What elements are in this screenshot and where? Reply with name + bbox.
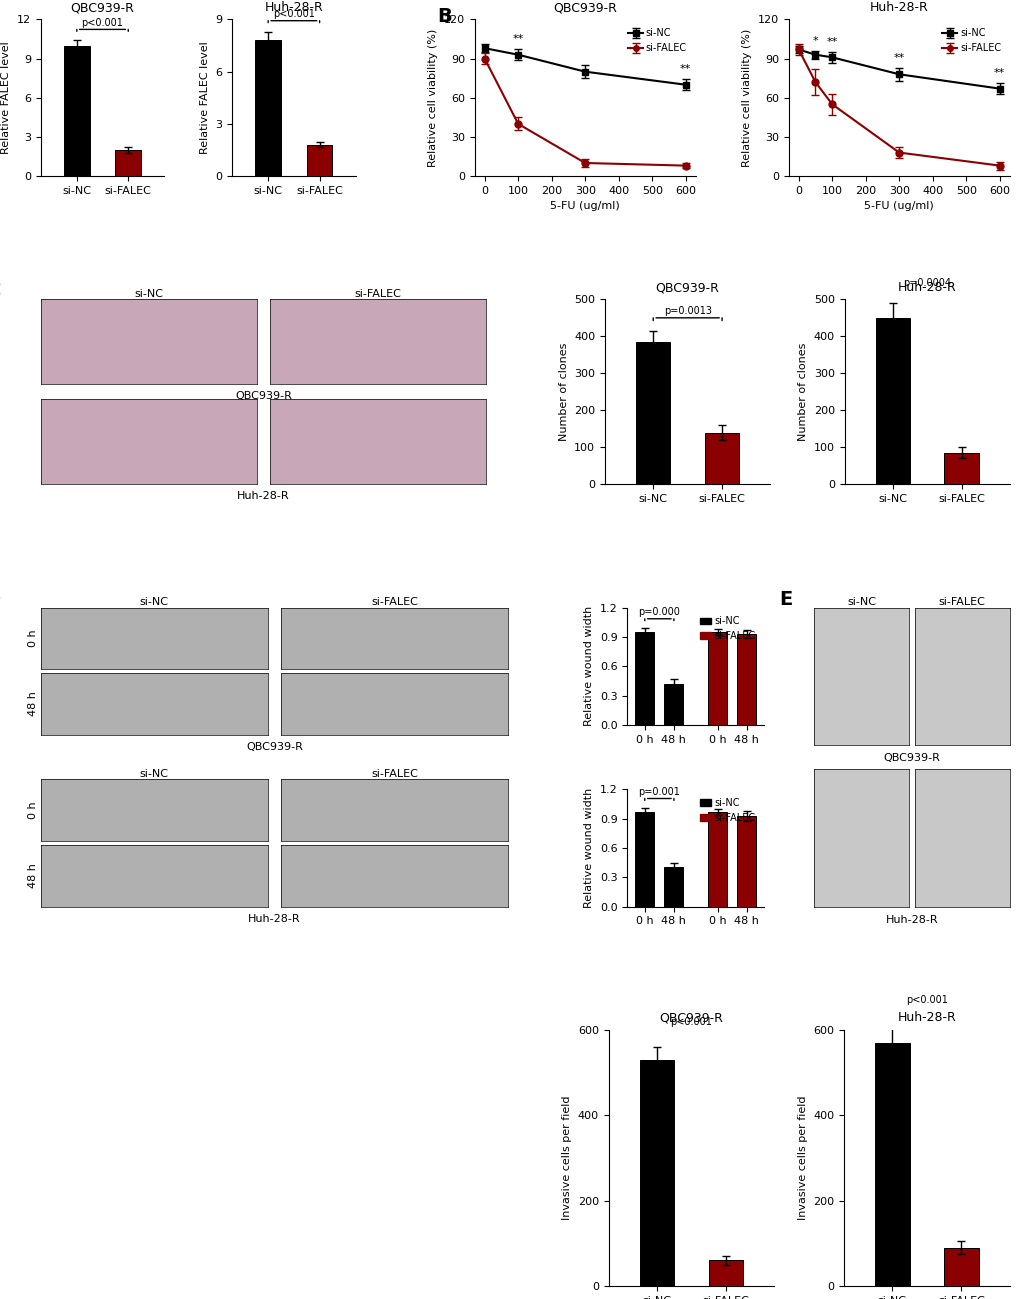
Bar — [663, 683, 683, 725]
Text: E: E — [779, 590, 792, 609]
Text: p<0.001: p<0.001 — [82, 18, 123, 29]
Y-axis label: Relative FALEC level: Relative FALEC level — [200, 42, 210, 155]
Title: si-NC: si-NC — [140, 596, 168, 607]
Y-axis label: Number of clones: Number of clones — [558, 343, 568, 442]
Text: **: ** — [512, 34, 524, 44]
X-axis label: 5-FU (ug/ml): 5-FU (ug/ml) — [863, 201, 933, 212]
Text: B: B — [437, 6, 451, 26]
Text: *: * — [812, 35, 817, 45]
Y-axis label: Relative wound width: Relative wound width — [584, 787, 594, 908]
Bar — [639, 1060, 674, 1286]
Text: Huh-28-R: Huh-28-R — [236, 491, 289, 501]
Text: **: ** — [893, 52, 904, 62]
Y-axis label: Relative FALEC level: Relative FALEC level — [1, 42, 11, 155]
Text: QBC939-R: QBC939-R — [882, 753, 940, 763]
Bar — [255, 40, 281, 177]
Bar — [635, 812, 653, 907]
Bar — [64, 45, 90, 177]
Text: QBC939-R: QBC939-R — [246, 743, 303, 752]
Bar — [874, 1043, 909, 1286]
Title: si-NC: si-NC — [847, 596, 875, 607]
Text: **: ** — [680, 64, 691, 74]
Title: QBC939-R: QBC939-R — [659, 1012, 722, 1025]
Legend: si-NC, si-FALEC: si-NC, si-FALEC — [695, 613, 759, 646]
Title: Huh-28-R: Huh-28-R — [897, 281, 956, 294]
Y-axis label: 0 h: 0 h — [28, 801, 38, 820]
Title: Huh-28-R: Huh-28-R — [869, 1, 927, 14]
Legend: si-NC, si-FALEC: si-NC, si-FALEC — [937, 25, 1004, 57]
Text: p<0.001: p<0.001 — [669, 1017, 711, 1026]
Text: **: ** — [994, 68, 1005, 78]
Title: si-FALEC: si-FALEC — [371, 769, 418, 778]
Bar — [307, 144, 332, 177]
Legend: si-NC, si-FALEC: si-NC, si-FALEC — [695, 794, 759, 827]
Title: Huh-28-R: Huh-28-R — [264, 1, 323, 14]
Bar — [707, 812, 727, 907]
Bar — [635, 633, 653, 725]
Bar — [707, 633, 727, 725]
Legend: si-NC, si-FALEC: si-NC, si-FALEC — [624, 25, 690, 57]
Title: si-FALEC: si-FALEC — [937, 596, 984, 607]
Y-axis label: Number of clones: Number of clones — [798, 343, 807, 442]
Title: QBC939-R: QBC939-R — [552, 1, 616, 14]
Title: si-FALEC: si-FALEC — [371, 596, 418, 607]
Text: QBC939-R: QBC939-R — [234, 391, 291, 401]
Title: QBC939-R: QBC939-R — [70, 1, 135, 14]
Title: si-FALEC: si-FALEC — [355, 288, 401, 299]
Text: **: ** — [825, 36, 837, 47]
Bar — [704, 433, 739, 485]
Y-axis label: Relative cell viability (%): Relative cell viability (%) — [742, 29, 751, 166]
Text: p=0.0013: p=0.0013 — [663, 307, 711, 316]
Bar — [636, 342, 669, 485]
Bar — [663, 868, 683, 907]
Y-axis label: Relative wound width: Relative wound width — [584, 607, 594, 726]
Bar — [944, 453, 978, 485]
Text: p<0.001: p<0.001 — [905, 995, 947, 1005]
Bar — [737, 634, 755, 725]
Text: p=0.000: p=0.000 — [638, 608, 680, 617]
Text: C: C — [0, 281, 2, 300]
Title: si-NC: si-NC — [140, 769, 168, 778]
Y-axis label: 0 h: 0 h — [28, 630, 38, 647]
Title: Huh-28-R: Huh-28-R — [897, 1012, 956, 1025]
Text: p=0.0004: p=0.0004 — [902, 278, 951, 288]
Title: si-NC: si-NC — [135, 288, 163, 299]
Text: Huh-28-R: Huh-28-R — [248, 914, 301, 924]
Bar — [944, 1247, 978, 1286]
Y-axis label: Invasive cells per field: Invasive cells per field — [561, 1095, 572, 1220]
Bar — [737, 816, 755, 907]
Bar — [115, 149, 141, 177]
Bar — [708, 1260, 743, 1286]
Bar — [874, 318, 909, 485]
Y-axis label: 48 h: 48 h — [28, 691, 38, 717]
Y-axis label: Invasive cells per field: Invasive cells per field — [797, 1095, 807, 1220]
Title: QBC939-R: QBC939-R — [655, 281, 718, 294]
Y-axis label: Relative cell viability (%): Relative cell viability (%) — [428, 29, 438, 166]
Y-axis label: 48 h: 48 h — [28, 864, 38, 889]
Text: Huh-28-R: Huh-28-R — [884, 914, 937, 925]
Text: p<0.001: p<0.001 — [273, 9, 315, 19]
Text: p=0.001: p=0.001 — [638, 787, 680, 798]
X-axis label: 5-FU (ug/ml): 5-FU (ug/ml) — [550, 201, 620, 212]
